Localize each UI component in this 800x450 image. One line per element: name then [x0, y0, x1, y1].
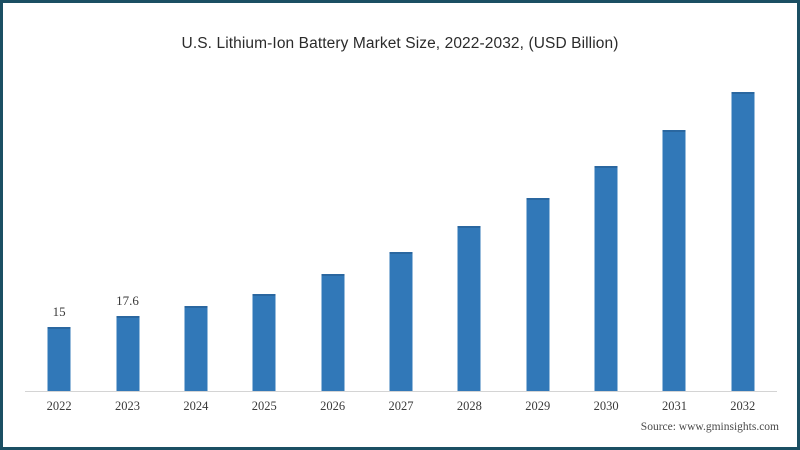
chart-canvas: U.S. Lithium-Ion Battery Market Size, 20… — [3, 3, 797, 447]
bar-value-label-2023: 17.6 — [116, 293, 139, 309]
bar-2029[interactable] — [526, 198, 550, 391]
bar-slot — [162, 73, 230, 391]
bar-slot — [709, 73, 777, 391]
bar-2032[interactable] — [731, 92, 755, 391]
bar-slot — [367, 73, 435, 391]
plot-area: 15 17.6 — [25, 73, 777, 391]
x-tick-label-2025: 2025 — [251, 399, 277, 413]
bar-2027[interactable] — [389, 251, 413, 391]
bar-slot — [640, 73, 708, 391]
bar-2030[interactable] — [594, 166, 618, 391]
bar-slot — [298, 73, 366, 391]
x-tick-label-2022: 2022 — [46, 399, 72, 413]
x-tick-label-2029: 2029 — [525, 399, 551, 413]
bar-slot — [230, 73, 298, 391]
bar-2025[interactable] — [252, 294, 276, 391]
x-tick-label-2031: 2031 — [661, 399, 687, 413]
bar-value-label-2022: 15 — [52, 304, 66, 320]
bar-slot: 17.6 — [93, 73, 161, 391]
x-tick-label-2032: 2032 — [730, 399, 756, 413]
x-tick-label-2030: 2030 — [593, 399, 619, 413]
bar-2023[interactable] — [116, 316, 140, 391]
bar-2031[interactable] — [662, 130, 686, 391]
bar-slot — [435, 73, 503, 391]
chart-title: U.S. Lithium-Ion Battery Market Size, 20… — [181, 35, 619, 52]
bar-2024[interactable] — [184, 306, 208, 391]
source-attribution: Source: www.gminsights.com — [640, 421, 779, 433]
x-tick-label-2027: 2027 — [388, 399, 414, 413]
x-tick-label-2023: 2023 — [115, 399, 141, 413]
bar-slot: 15 — [25, 73, 93, 391]
bar-2026[interactable] — [321, 273, 345, 391]
x-tick-label-2028: 2028 — [456, 399, 482, 413]
x-tick-label-2026: 2026 — [320, 399, 346, 413]
bar-2022[interactable] — [47, 327, 71, 391]
x-tick-label-2024: 2024 — [183, 399, 209, 413]
x-axis-line — [25, 391, 777, 392]
bar-slot — [504, 73, 572, 391]
bar-2028[interactable] — [457, 226, 481, 391]
bar-slot — [572, 73, 640, 391]
